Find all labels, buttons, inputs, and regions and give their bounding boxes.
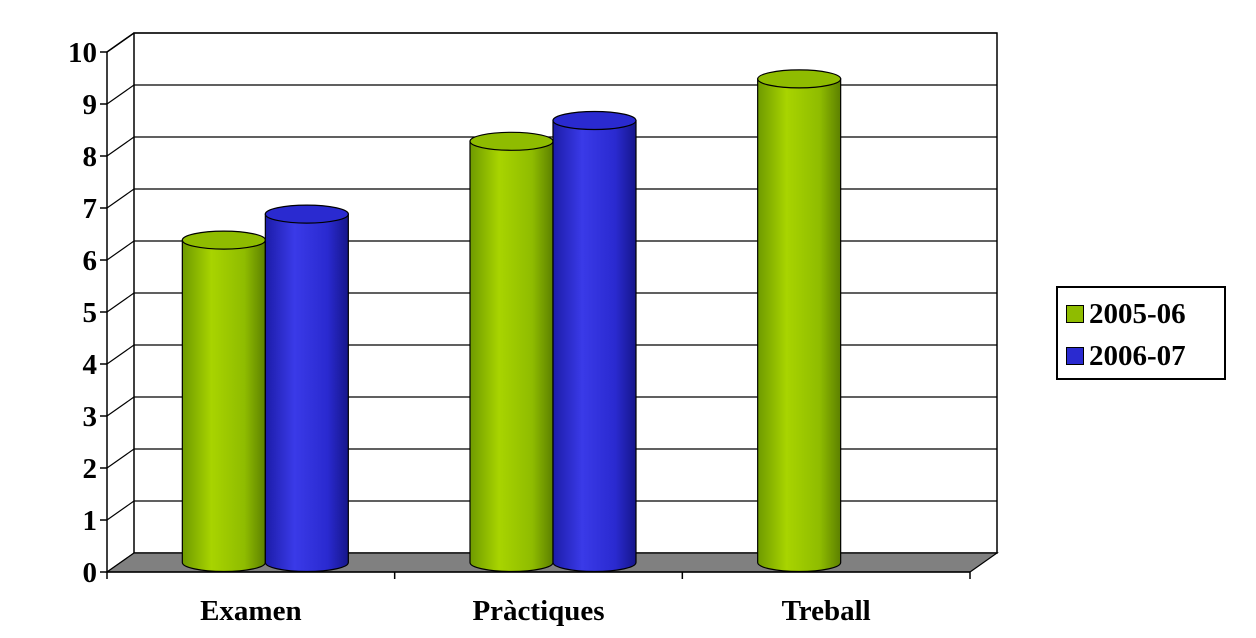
bar-top-2006-07-Pràctiques <box>552 110 637 131</box>
bar-top-2005-06-Examen <box>181 230 266 250</box>
y-tick-label: 8 <box>83 141 98 173</box>
y-tick-label: 1 <box>83 505 98 537</box>
y-tick-label: 9 <box>83 89 98 121</box>
side-wall-line <box>106 240 135 261</box>
bar-top-2005-06-Pràctiques <box>469 131 554 151</box>
side-wall-line <box>106 344 135 365</box>
side-wall-line <box>106 188 135 209</box>
side-wall-line <box>106 84 135 105</box>
y-tick-label: 7 <box>83 193 98 225</box>
legend-item-2005-06: 2005-06 <box>1066 296 1186 332</box>
y-tick-label: 5 <box>83 297 98 329</box>
x-tick-label-Treball: Treball <box>782 595 871 627</box>
side-wall-line <box>106 292 135 313</box>
bar-body-2005-06-Treball <box>757 78 842 573</box>
y-tick-label: 3 <box>83 401 98 433</box>
bar-body-2005-06-Examen <box>181 239 266 573</box>
bar-2005-06-Pràctiques <box>469 131 554 573</box>
legend: 2005-06 2006-07 <box>1056 286 1226 380</box>
bar-2006-07-Examen <box>264 204 349 573</box>
bar-body-2006-07-Examen <box>264 213 349 573</box>
y-tick-label: 0 <box>83 557 98 589</box>
legend-label-2005-06: 2005-06 <box>1089 297 1186 330</box>
legend-label-2006-07: 2006-07 <box>1089 339 1186 372</box>
side-wall-line <box>106 448 135 469</box>
bar-top-2005-06-Treball <box>757 69 842 89</box>
bar-2005-06-Examen <box>181 230 266 573</box>
side-wall-line <box>106 500 135 521</box>
legend-swatch-2005-06 <box>1066 305 1084 323</box>
bar-body-2006-07-Pràctiques <box>552 119 637 573</box>
x-tick-label-Examen: Examen <box>200 595 302 627</box>
bar-body-2005-06-Pràctiques <box>469 140 554 573</box>
y-tick-label: 4 <box>83 349 98 381</box>
bar-top-2006-07-Examen <box>264 204 349 224</box>
side-wall-line <box>106 136 135 157</box>
bar-2006-07-Pràctiques <box>552 110 637 573</box>
side-wall-edge <box>106 32 135 53</box>
legend-item-2006-07: 2006-07 <box>1066 338 1186 374</box>
side-wall-line <box>106 396 135 417</box>
x-tick-label-Pràctiques: Pràctiques <box>472 595 604 627</box>
legend-swatch-2006-07 <box>1066 347 1084 365</box>
y-tick-label: 2 <box>83 453 98 485</box>
y-tick-label: 6 <box>83 245 98 277</box>
bar-2005-06-Treball <box>757 69 842 573</box>
y-tick-label: 10 <box>68 37 97 69</box>
